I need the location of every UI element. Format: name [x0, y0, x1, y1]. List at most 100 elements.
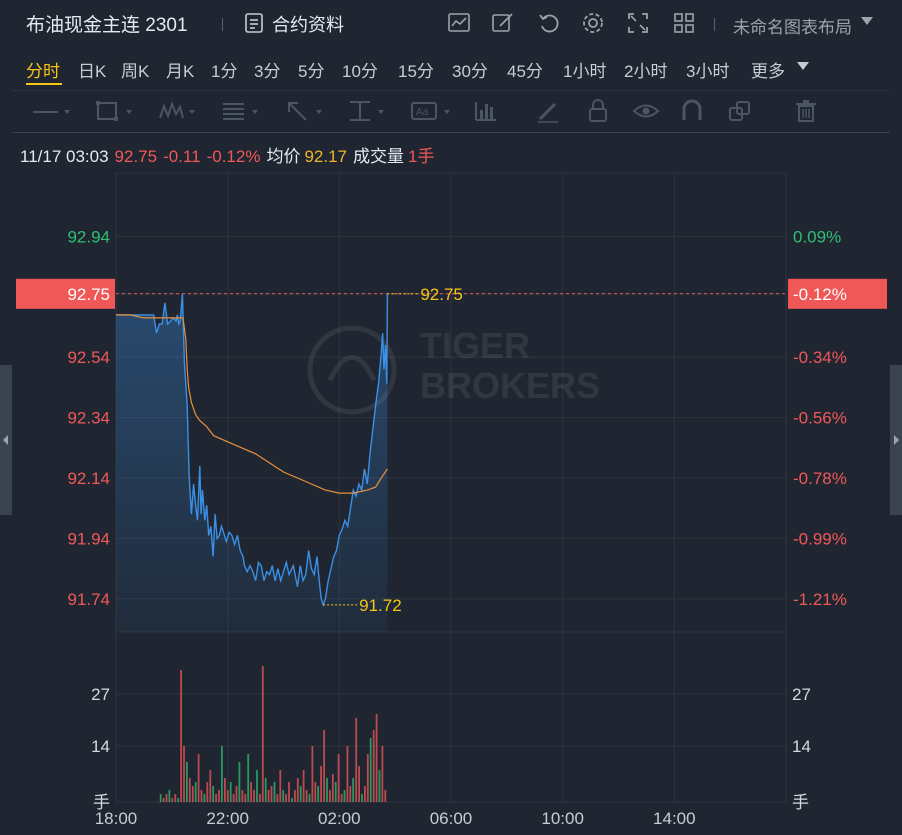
drawing-toolbar: Aa — [12, 91, 890, 131]
measure-tool-icon[interactable] — [346, 98, 384, 124]
tab-period-2[interactable]: 周K — [121, 62, 150, 81]
current-price-tag — [16, 278, 115, 309]
tab-period-7[interactable]: 10分 — [342, 62, 378, 81]
period-tabs: 分时 日K 周K 月K 1分 3分 5分 10分 15分 30分 45分 1小时 2小时 3小时 更多 — [0, 52, 902, 82]
volume-bar — [349, 786, 352, 802]
tab-period-10[interactable]: 45分 — [507, 62, 543, 81]
tab-period-12[interactable]: 2小时 — [624, 62, 668, 81]
magnet-icon[interactable] — [678, 98, 708, 124]
grid-layout-icon[interactable] — [671, 10, 697, 36]
volume-bar — [197, 754, 200, 802]
volume-bar — [384, 790, 387, 802]
volume-bar — [358, 766, 360, 802]
rectangle-tool-icon[interactable] — [94, 98, 132, 124]
tab-period-5[interactable]: 3分 — [254, 62, 281, 81]
page-title: 布油现金主连 2301 — [26, 15, 188, 36]
volume-axis-label: 14 — [91, 737, 110, 756]
draw-icon[interactable] — [490, 10, 516, 36]
time-axis-label: 22:00 — [206, 809, 249, 828]
tab-period-14[interactable]: 更多 — [751, 62, 785, 81]
caret-down-icon[interactable] — [797, 62, 809, 70]
volume-bar — [253, 790, 255, 802]
tab-period-4[interactable]: 1分 — [211, 62, 238, 81]
tab-period-9[interactable]: 30分 — [452, 62, 488, 81]
volume-bar — [250, 782, 252, 802]
arrow-tool-icon[interactable] — [284, 98, 322, 124]
volume-bar — [317, 786, 320, 802]
refresh-icon[interactable] — [536, 10, 562, 36]
price-axis-label: 92.34 — [67, 409, 110, 428]
volume-bar — [291, 798, 293, 802]
tab-period-0[interactable]: 分时 — [26, 62, 60, 81]
quote-info: 11/17 03:03 92.75 -0.11 -0.12% 均价 92.17 成交量 1手 — [20, 142, 440, 167]
trash-icon[interactable] — [792, 98, 822, 124]
volume-bar — [264, 778, 267, 802]
volume-bar — [366, 754, 369, 802]
tab-period-6[interactable]: 5分 — [298, 62, 325, 81]
caret-down-icon[interactable] — [861, 17, 873, 25]
active-tab-indicator — [26, 83, 62, 85]
bars-tool-icon[interactable] — [472, 98, 502, 124]
price-axis-label: 92.54 — [67, 348, 110, 367]
volume-bar — [302, 770, 305, 802]
volume-axis-label: 27 — [91, 685, 110, 704]
tab-period-11[interactable]: 1小时 — [563, 62, 607, 81]
volume-bar — [224, 778, 226, 802]
volume-bar — [261, 666, 264, 802]
layout-selector[interactable]: 未命名图表布局 — [733, 18, 852, 37]
volume-bar — [372, 730, 375, 802]
avg-price-value: 92.17 — [304, 147, 348, 166]
time-axis-label: 10:00 — [541, 809, 584, 828]
volume-bar — [364, 786, 366, 802]
volume-bar — [334, 782, 337, 802]
volume-bar — [221, 746, 223, 802]
quote-change: -0.11 — [163, 147, 201, 166]
pencil-icon[interactable] — [534, 98, 564, 124]
volume-bar — [238, 762, 241, 802]
volume-bar — [323, 730, 325, 802]
volume-bar — [235, 786, 238, 802]
pct-axis-label: -0.99% — [793, 529, 847, 548]
pct-axis-label: 0.09% — [793, 227, 841, 246]
indicator-icon[interactable] — [446, 10, 472, 36]
volume-bar — [232, 794, 235, 802]
lock-icon[interactable] — [584, 98, 614, 124]
tab-period-3[interactable]: 月K — [166, 62, 195, 81]
volume-bar — [305, 790, 308, 802]
right-panel-handle[interactable] — [890, 365, 902, 515]
settings-icon[interactable] — [580, 10, 606, 36]
volume-axis-label: 27 — [792, 685, 811, 704]
watermark-text: BROKERS — [420, 365, 600, 406]
volume-bar — [381, 746, 384, 802]
fullscreen-icon[interactable] — [625, 10, 651, 36]
volume-bar — [331, 774, 334, 802]
fib-tool-icon[interactable] — [220, 98, 258, 124]
left-panel-handle[interactable] — [0, 365, 12, 515]
volume-unit-label: 手 — [792, 793, 809, 812]
volume-bar — [308, 794, 311, 802]
document-icon[interactable] — [244, 12, 264, 39]
contract-info-link[interactable]: 合约资料 — [272, 15, 344, 35]
tab-period-13[interactable]: 3小时 — [686, 62, 730, 81]
volume-bar — [168, 790, 171, 802]
tab-period-8[interactable]: 15分 — [398, 62, 434, 81]
eye-icon[interactable] — [632, 98, 662, 124]
tab-period-1[interactable]: 日K — [78, 62, 107, 81]
volume-bar — [337, 754, 340, 802]
volume-bar — [311, 746, 314, 802]
volume-bar — [326, 778, 328, 802]
line-tool-icon[interactable] — [30, 98, 70, 124]
volume-bar — [369, 738, 372, 802]
divider — [12, 90, 890, 91]
text-tool-icon[interactable]: Aa — [410, 98, 450, 124]
volume-bar — [212, 786, 215, 802]
volume-bar — [355, 718, 358, 802]
volume-bar — [282, 790, 285, 802]
price-area — [116, 293, 388, 632]
volume-bar — [226, 790, 229, 802]
clone-icon[interactable] — [726, 98, 756, 124]
header: 布油现金主连 2301 合约资料 未命名图表布局 — [0, 0, 902, 46]
pattern-tool-icon[interactable] — [157, 98, 195, 124]
